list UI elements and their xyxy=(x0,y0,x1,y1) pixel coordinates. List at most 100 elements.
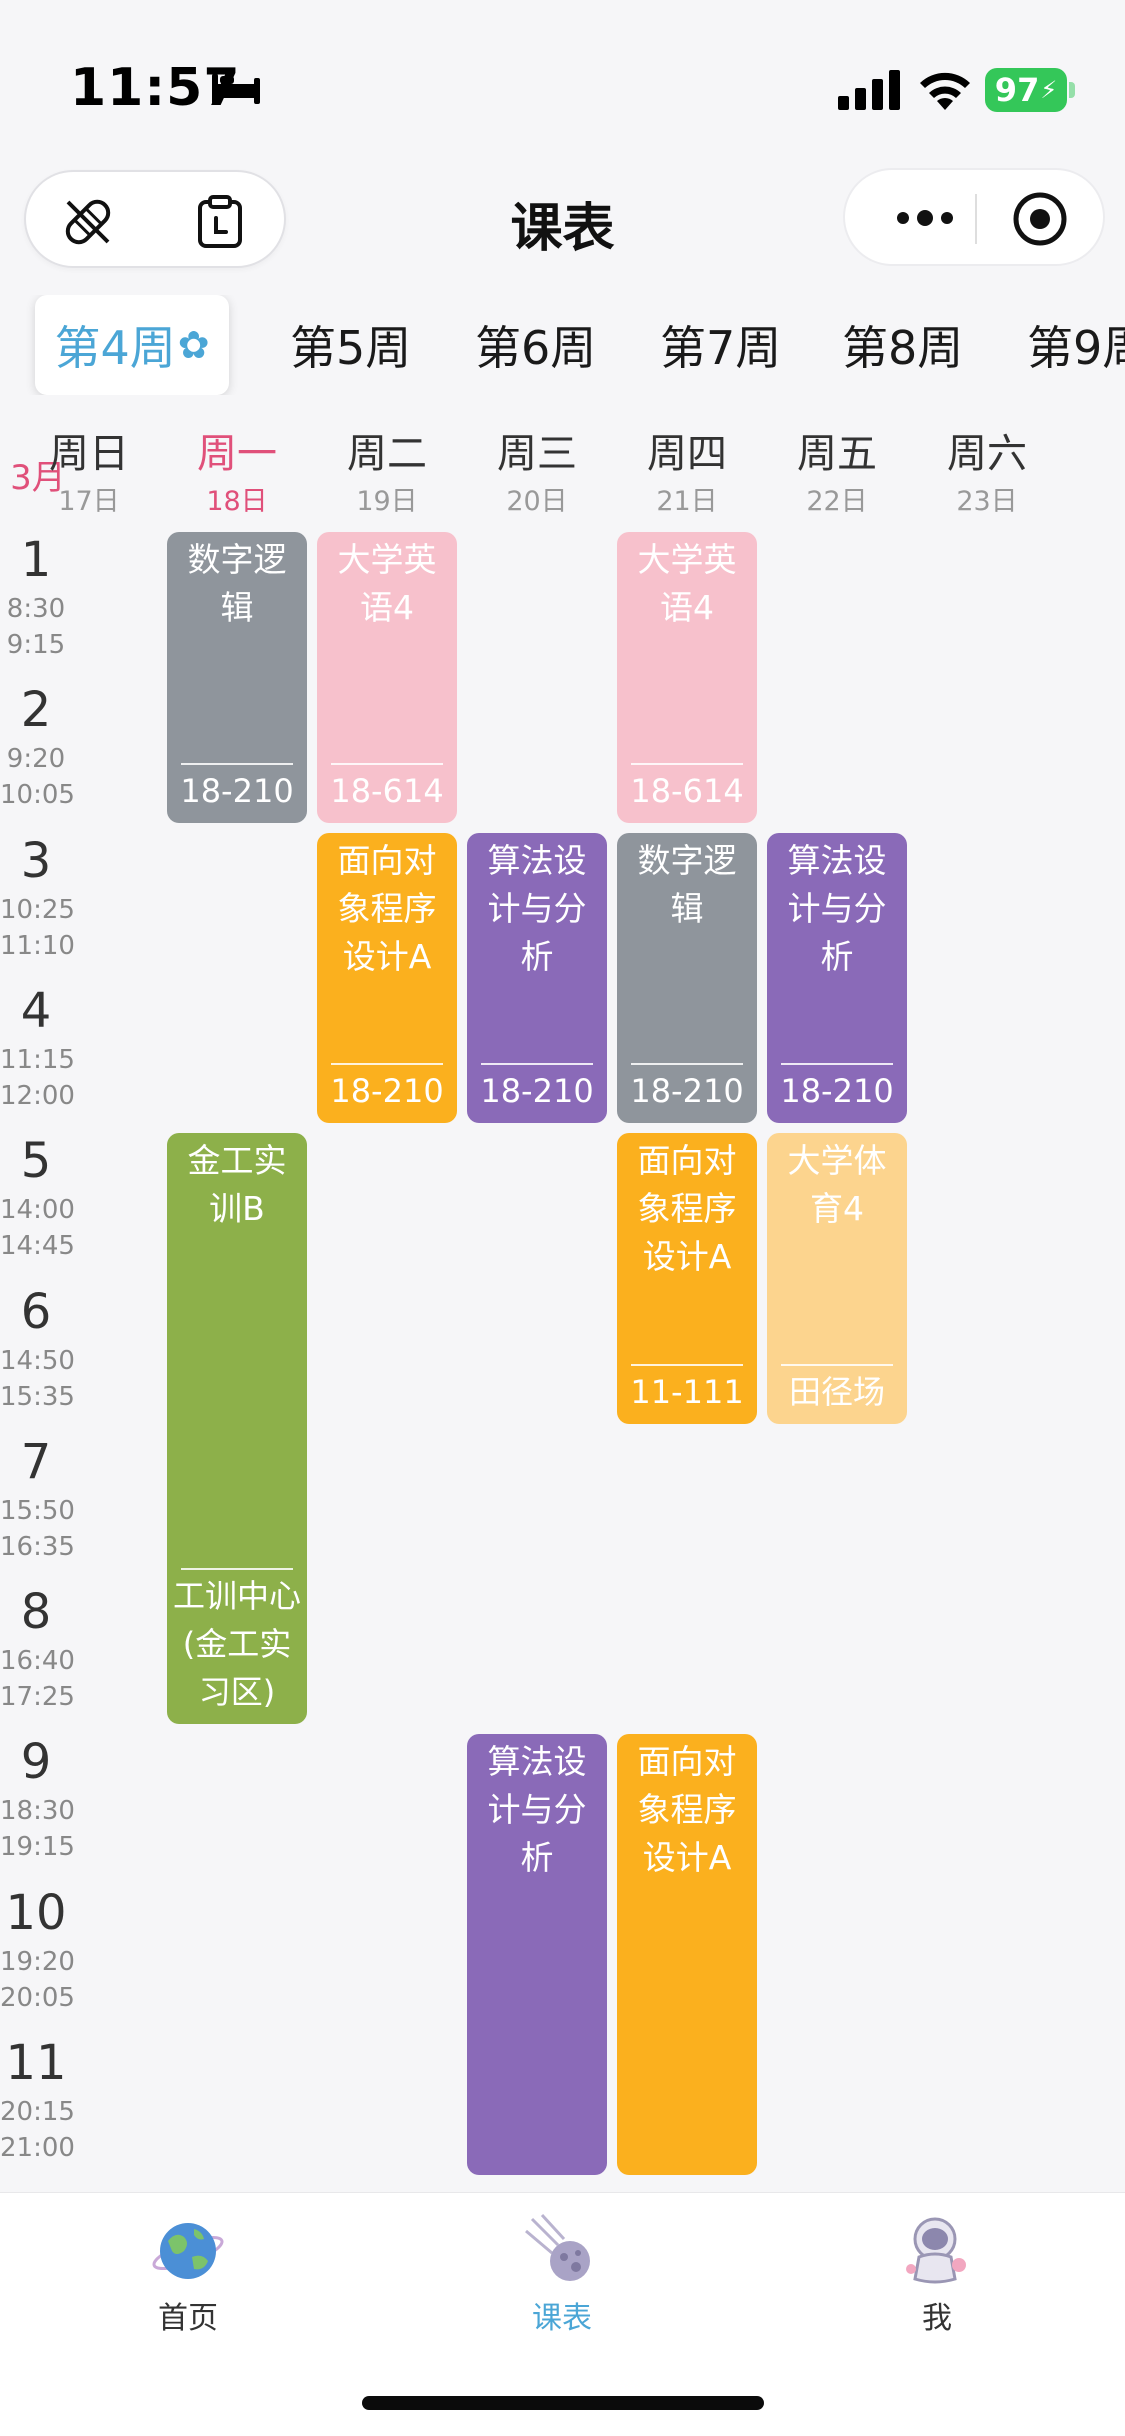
course-card[interactable]: 面向对象程序设计A 11-111 xyxy=(617,1133,757,1424)
period-start: 15:50 xyxy=(0,1495,75,1526)
course-name: 面向对象程序设计A xyxy=(337,840,437,976)
period-end: 11:10 xyxy=(0,930,75,961)
week-tab-7[interactable]: 第7周 xyxy=(660,321,782,375)
period-start: 14:00 xyxy=(0,1195,75,1226)
nav-tools-pill xyxy=(24,170,286,268)
charging-bolt-icon: ⚡ xyxy=(1040,76,1058,104)
period-end: 19:15 xyxy=(0,1832,75,1863)
period-start: 19:20 xyxy=(0,1946,75,1977)
period-cell: 6 14:50 15:35 xyxy=(0,1283,75,1418)
week-tab-6[interactable]: 第6周 xyxy=(475,321,597,375)
period-start: 10:25 xyxy=(0,894,75,925)
course-divider xyxy=(631,1063,743,1066)
course-name: 算法设计与分析 xyxy=(487,840,587,976)
day-name: 周二 xyxy=(347,431,427,477)
course-location: 11-111 xyxy=(630,1372,744,1411)
course-name: 大学英语4 xyxy=(637,540,737,627)
course-divider xyxy=(181,1568,293,1571)
period-end: 10:05 xyxy=(0,780,75,811)
globe-icon xyxy=(152,2223,224,2279)
course-divider xyxy=(181,762,293,765)
course-card[interactable]: 算法设计与分析 18-210 xyxy=(767,832,907,1124)
period-start: 8:30 xyxy=(6,594,66,624)
week-tab-5[interactable]: 第5周 xyxy=(290,321,412,375)
bandage-icon[interactable] xyxy=(60,194,116,250)
flower-icon: ✿ xyxy=(177,323,210,367)
day-header: 周日 17日 xyxy=(29,430,149,522)
astronaut-icon xyxy=(906,2217,966,2284)
period-cell: 1 8:30 9:15 xyxy=(0,532,72,666)
period-number: 3 xyxy=(20,832,52,889)
battery-level: 97 xyxy=(994,71,1040,109)
tab-label: 我 xyxy=(922,2301,952,2336)
course-card[interactable]: 数字逻辑 18-210 xyxy=(617,832,757,1124)
page-title: 课表 xyxy=(510,199,615,259)
period-end: 12:00 xyxy=(0,1080,75,1111)
status-bar: 11:57 97 ⚡ xyxy=(0,0,1125,160)
week-tab-label: 第4周 xyxy=(54,321,176,375)
period-number: 9 xyxy=(20,1734,52,1791)
week-tab-8[interactable]: 第8周 xyxy=(842,321,964,375)
period-end: 20:05 xyxy=(0,1982,75,2013)
course-location: 18-614 xyxy=(330,771,444,810)
sleep-focus-icon xyxy=(212,74,260,104)
clipboard-clock-icon[interactable] xyxy=(192,194,248,250)
course-divider xyxy=(331,1063,443,1066)
period-cell: 8 16:40 17:25 xyxy=(0,1584,75,1718)
course-card[interactable]: 数字逻辑 18-210 xyxy=(167,532,307,823)
day-name: 周四 xyxy=(647,431,727,477)
course-card[interactable]: 金工实训B 工训中心(金工实习区) xyxy=(167,1133,307,1725)
week-tab-4[interactable]: 第4周 ✿ xyxy=(35,295,229,395)
course-divider xyxy=(481,1063,593,1066)
course-name: 数字逻辑 xyxy=(637,840,737,928)
day-name: 周日 xyxy=(49,431,129,477)
period-number: 6 xyxy=(20,1283,52,1340)
course-card[interactable]: 面向对象程序设计A xyxy=(617,1734,757,2176)
status-time: 11:57 xyxy=(70,58,241,118)
course-name: 大学英语4 xyxy=(337,540,437,627)
period-start: 11:15 xyxy=(0,1044,75,1075)
period-end: 14:45 xyxy=(0,1231,75,1262)
day-header: 周六 23日 xyxy=(927,430,1047,522)
tab-home[interactable]: 首页 xyxy=(88,2193,288,2343)
course-card[interactable]: 大学体育4 田径场 xyxy=(767,1133,907,1424)
day-header: 周四 21日 xyxy=(627,430,747,522)
course-name: 面向对象程序设计A xyxy=(637,1742,737,1878)
tab-me[interactable]: 我 xyxy=(837,2193,1037,2343)
week-tab-9[interactable]: 第9周 xyxy=(1027,321,1125,375)
course-divider xyxy=(331,762,443,765)
period-end: 16:35 xyxy=(0,1531,75,1562)
bottom-tab-bar: 首页 课表 我 xyxy=(0,2192,1125,2436)
day-header: 周五 22日 xyxy=(777,430,897,522)
tab-label: 首页 xyxy=(158,2301,218,2336)
course-card[interactable]: 算法设计与分析 18-210 xyxy=(467,832,607,1124)
period-cell: 7 15:50 16:35 xyxy=(0,1434,75,1568)
day-date: 19日 xyxy=(356,486,418,517)
course-name: 面向对象程序设计A xyxy=(637,1141,737,1277)
battery-cap xyxy=(1069,82,1075,98)
period-start: 16:40 xyxy=(0,1646,75,1677)
course-card[interactable]: 算法设计与分析 xyxy=(467,1734,607,2176)
course-card[interactable]: 大学英语4 18-614 xyxy=(317,532,457,823)
capsule-divider xyxy=(975,194,977,244)
period-start: 14:50 xyxy=(0,1345,75,1376)
course-divider xyxy=(781,1363,893,1366)
period-number: 1 xyxy=(20,532,52,588)
course-card[interactable]: 面向对象程序设计A 18-210 xyxy=(317,832,457,1124)
course-card[interactable]: 大学英语4 18-614 xyxy=(617,532,757,823)
period-number: 10 xyxy=(5,1884,67,1941)
course-divider xyxy=(781,1063,893,1066)
course-location: 田径场 xyxy=(788,1372,885,1411)
period-number: 4 xyxy=(20,982,52,1039)
day-date: 17日 xyxy=(58,486,120,517)
period-cell: 3 10:25 11:10 xyxy=(0,832,75,967)
more-icon[interactable] xyxy=(885,196,965,240)
tab-schedule[interactable]: 课表 xyxy=(462,2193,662,2343)
day-date: 18日 xyxy=(206,486,268,517)
period-number: 8 xyxy=(20,1584,52,1641)
home-indicator xyxy=(362,2396,764,2410)
course-location: 18-210 xyxy=(630,1072,744,1111)
period-cell: 11 20:15 21:00 xyxy=(0,2035,75,2169)
wifi-icon xyxy=(920,72,970,110)
close-mini-program-icon[interactable] xyxy=(1011,190,1069,248)
